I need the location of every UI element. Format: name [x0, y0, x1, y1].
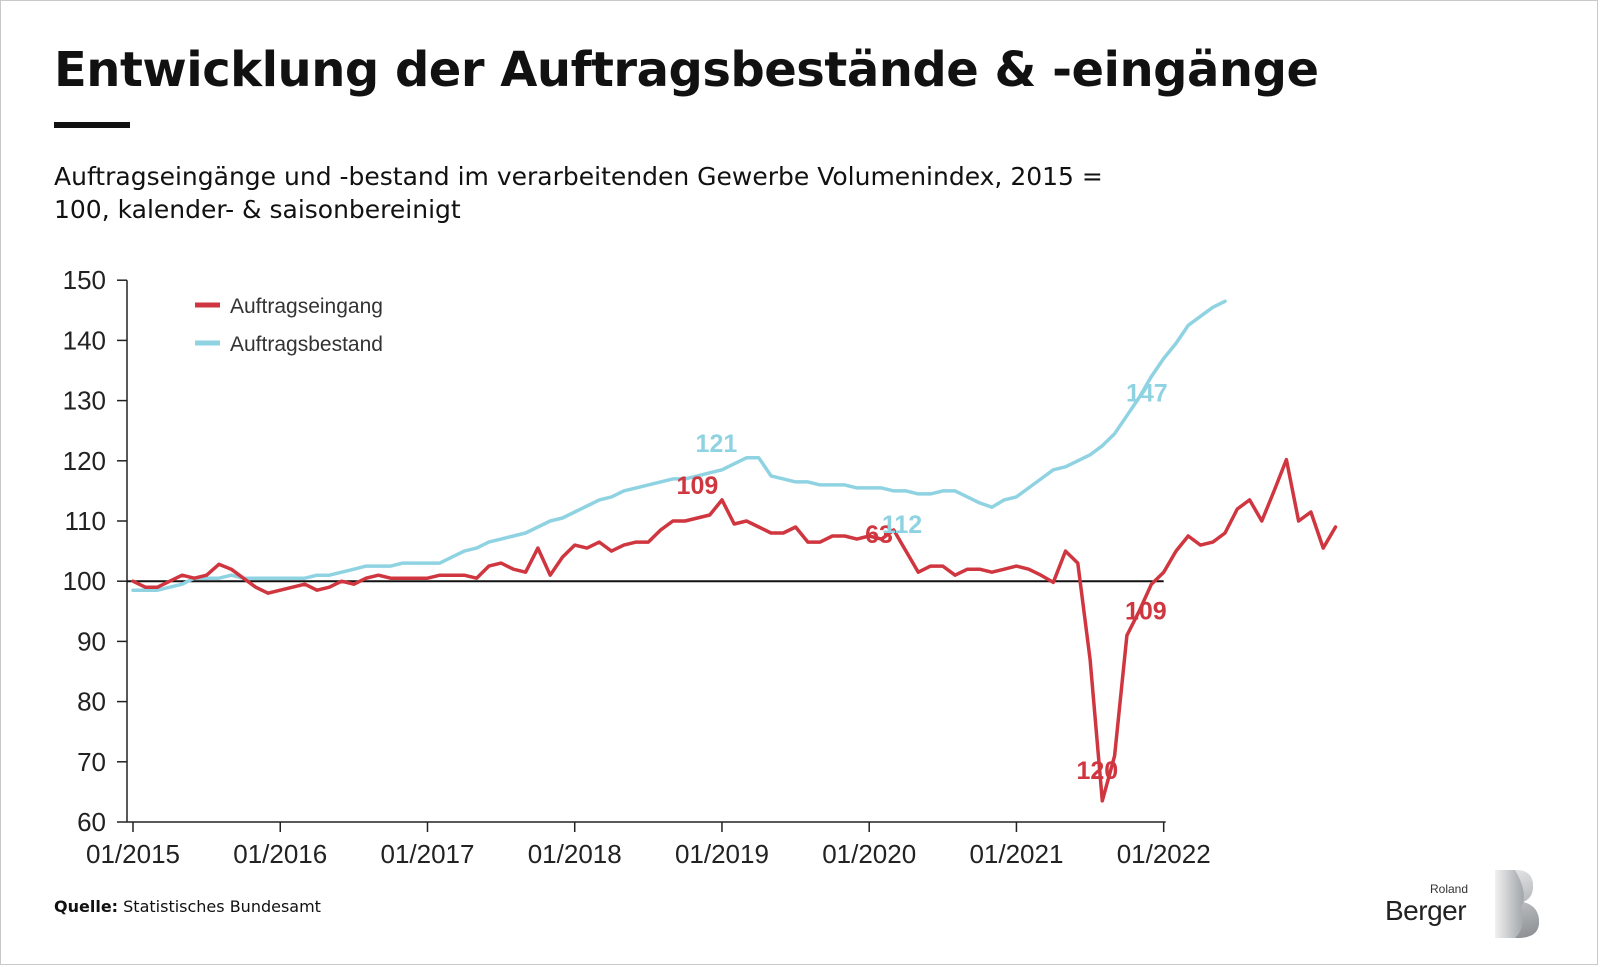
- chart-data-labels: 109 63 120 109 121 112 147: [677, 380, 1168, 785]
- y-tick-label: 70: [77, 747, 106, 777]
- legend-label: Auftragsbestand: [230, 333, 383, 356]
- page-title: Entwicklung der Auftragsbestände & -eing…: [54, 42, 1319, 98]
- x-tick-label: 01/2019: [675, 839, 769, 869]
- source-label: Quelle:: [54, 897, 119, 916]
- y-tick-label: 120: [63, 446, 106, 476]
- data-label: 147: [1126, 380, 1168, 408]
- y-tick-label: 100: [63, 566, 106, 596]
- x-tick-label: 01/2016: [233, 839, 327, 869]
- chart-subtitle: Auftragseingänge und -bestand im verarbe…: [54, 162, 1103, 224]
- data-label: 120: [1076, 757, 1118, 785]
- data-label: 109: [1125, 597, 1167, 625]
- y-tick-label: 80: [77, 687, 106, 717]
- logo-berger-text: Berger: [1385, 895, 1467, 926]
- title-underline: [54, 122, 130, 128]
- data-label: 121: [696, 430, 738, 458]
- series-line-auftragsbestand: [131, 299, 1227, 592]
- y-tick-label: 150: [63, 265, 106, 295]
- x-tick-label: 01/2015: [86, 839, 180, 869]
- chart-axes: 60 70 80 90 100 110 120 130 140 150 01/2015 01/2016…: [63, 265, 1211, 869]
- source-note: Quelle: Statistisches Bundesamt: [54, 897, 321, 916]
- data-label: 63: [865, 521, 893, 549]
- source-text: Statistisches Bundesamt: [118, 897, 321, 916]
- x-tick-label: 01/2022: [1117, 839, 1211, 869]
- data-label: 112: [882, 511, 922, 539]
- legend-label: Auftragseingang: [230, 295, 383, 318]
- logo-b-mark-icon: [1495, 870, 1539, 938]
- y-tick-label: 130: [63, 386, 106, 416]
- y-tick-label: 60: [77, 807, 106, 837]
- x-tick-label: 01/2020: [822, 839, 916, 869]
- x-tick-label: 01/2018: [528, 839, 622, 869]
- chart-legend: Auftragseingang Auftragsbestand: [195, 295, 383, 356]
- y-tick-label: 110: [65, 506, 106, 536]
- series-line-auftragseingang: [131, 457, 1338, 803]
- x-tick-label: 01/2021: [969, 839, 1063, 869]
- roland-berger-logo: Roland Berger: [1385, 866, 1545, 944]
- logo-roland-text: Roland: [1430, 882, 1469, 896]
- data-label: 109: [677, 472, 719, 500]
- x-tick-label: 01/2017: [380, 839, 474, 869]
- y-tick-label: 90: [77, 626, 106, 656]
- chart-lines: [131, 299, 1338, 803]
- y-tick-label: 140: [63, 325, 106, 355]
